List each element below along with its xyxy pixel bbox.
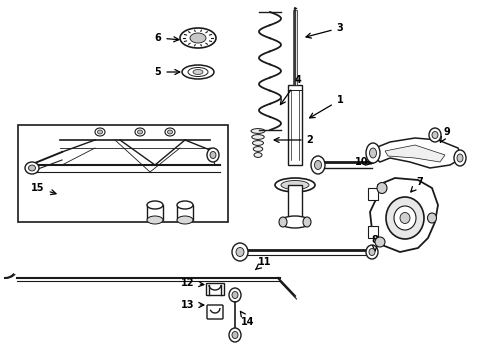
Ellipse shape	[400, 212, 410, 224]
Ellipse shape	[280, 216, 310, 228]
Text: 9: 9	[441, 127, 450, 142]
Text: 1: 1	[310, 95, 343, 118]
Bar	[293, 10, 297, 85]
Ellipse shape	[366, 143, 380, 163]
Ellipse shape	[315, 161, 321, 170]
Ellipse shape	[232, 292, 238, 298]
Ellipse shape	[236, 248, 244, 256]
Ellipse shape	[207, 148, 219, 162]
Ellipse shape	[190, 33, 206, 43]
Ellipse shape	[252, 141, 264, 145]
Ellipse shape	[232, 243, 248, 261]
Ellipse shape	[279, 217, 287, 227]
FancyBboxPatch shape	[206, 283, 224, 295]
Ellipse shape	[429, 128, 441, 142]
Ellipse shape	[135, 128, 145, 136]
Ellipse shape	[369, 148, 376, 158]
Ellipse shape	[375, 237, 385, 247]
Polygon shape	[370, 178, 438, 252]
Ellipse shape	[229, 328, 241, 342]
Text: 3: 3	[306, 23, 343, 38]
Ellipse shape	[182, 65, 214, 79]
Ellipse shape	[303, 217, 311, 227]
Ellipse shape	[147, 201, 163, 209]
Ellipse shape	[281, 180, 309, 189]
Text: 10: 10	[355, 157, 371, 167]
Ellipse shape	[177, 216, 193, 224]
Ellipse shape	[177, 201, 193, 209]
Ellipse shape	[138, 130, 143, 134]
Bar	[18, 125, 228, 222]
Ellipse shape	[95, 128, 105, 136]
Bar	[368, 188, 378, 200]
Ellipse shape	[210, 152, 216, 158]
Ellipse shape	[432, 131, 438, 139]
Ellipse shape	[366, 245, 378, 259]
Ellipse shape	[275, 178, 315, 192]
Ellipse shape	[180, 28, 216, 48]
Ellipse shape	[165, 128, 175, 136]
Text: 12: 12	[181, 278, 204, 288]
Text: 7: 7	[411, 177, 423, 192]
Bar	[288, 85, 302, 165]
Ellipse shape	[386, 197, 424, 239]
Ellipse shape	[254, 153, 262, 157]
Ellipse shape	[377, 183, 387, 194]
Ellipse shape	[98, 130, 102, 134]
Ellipse shape	[311, 156, 325, 174]
Ellipse shape	[253, 147, 263, 152]
Bar	[177, 205, 193, 220]
Bar	[147, 205, 163, 220]
Ellipse shape	[369, 248, 375, 256]
Ellipse shape	[394, 206, 416, 230]
Bar	[288, 185, 302, 220]
Polygon shape	[375, 138, 462, 168]
Text: 14: 14	[241, 311, 255, 327]
Text: 8: 8	[371, 235, 378, 251]
Ellipse shape	[252, 135, 264, 139]
Bar	[368, 226, 378, 238]
Ellipse shape	[28, 165, 35, 171]
Ellipse shape	[232, 332, 238, 338]
Text: 2: 2	[274, 135, 314, 145]
Ellipse shape	[251, 129, 265, 134]
Polygon shape	[385, 145, 445, 162]
FancyBboxPatch shape	[207, 305, 223, 319]
Ellipse shape	[454, 150, 466, 166]
Text: 4: 4	[280, 75, 301, 105]
Ellipse shape	[229, 288, 241, 302]
Text: 13: 13	[181, 300, 204, 310]
Ellipse shape	[25, 162, 39, 174]
Ellipse shape	[147, 216, 163, 224]
Ellipse shape	[427, 213, 437, 223]
Ellipse shape	[457, 154, 463, 162]
Ellipse shape	[168, 130, 172, 134]
Text: 11: 11	[255, 257, 272, 270]
Text: 5: 5	[155, 67, 180, 77]
Text: 6: 6	[155, 33, 179, 43]
Ellipse shape	[193, 69, 203, 75]
Text: 15: 15	[31, 183, 56, 195]
